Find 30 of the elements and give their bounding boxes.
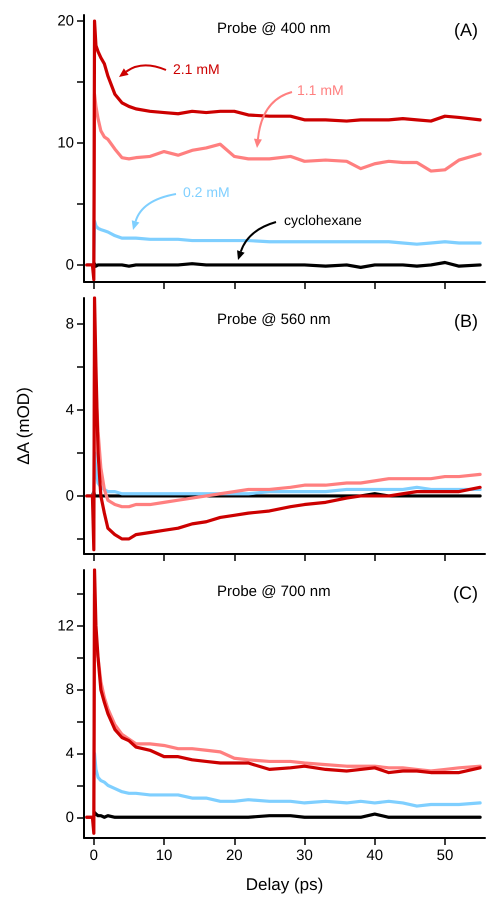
text: cyclohexane — [284, 212, 362, 228]
x-tick-label: 40 — [366, 847, 384, 864]
y-tick-label: 4 — [66, 744, 74, 762]
y-tick-label: 12 — [57, 617, 74, 634]
annotation: (A) — [454, 20, 478, 40]
text: 1.1 mM — [297, 82, 344, 98]
x-axis-title: Delay (ps) — [246, 875, 324, 894]
y-axis-title: ΔA (mOD) — [14, 387, 33, 465]
x-tick-label: 0 — [90, 847, 98, 864]
y-tick-label: 10 — [57, 134, 74, 152]
y-tick-label: 8 — [66, 681, 74, 698]
y-tick-label: 8 — [66, 315, 74, 332]
annotation: (C) — [453, 583, 478, 603]
annotation: Probe @ 560 nm — [217, 311, 331, 328]
x-tick-label: 50 — [436, 847, 454, 864]
annotation: Probe @ 400 nm — [217, 20, 331, 37]
x-tick-label: 20 — [226, 847, 243, 864]
line-series — [85, 19, 482, 282]
y-tick-label: 20 — [57, 12, 74, 30]
y-tick-label: 0 — [66, 808, 74, 826]
y-tick-label: 4 — [66, 401, 74, 418]
annotation: Probe @ 700 nm — [217, 583, 331, 600]
y-tick-label: 0 — [66, 256, 74, 274]
line-series — [85, 296, 482, 552]
annotation: (B) — [454, 311, 478, 331]
text: 0.2 mM — [183, 184, 230, 200]
legend-label: 2.1 mM — [173, 61, 220, 77]
y-tick-label: 0 — [66, 487, 74, 504]
x-tick-label: 30 — [296, 847, 313, 864]
x-tick-label: 10 — [156, 847, 172, 864]
